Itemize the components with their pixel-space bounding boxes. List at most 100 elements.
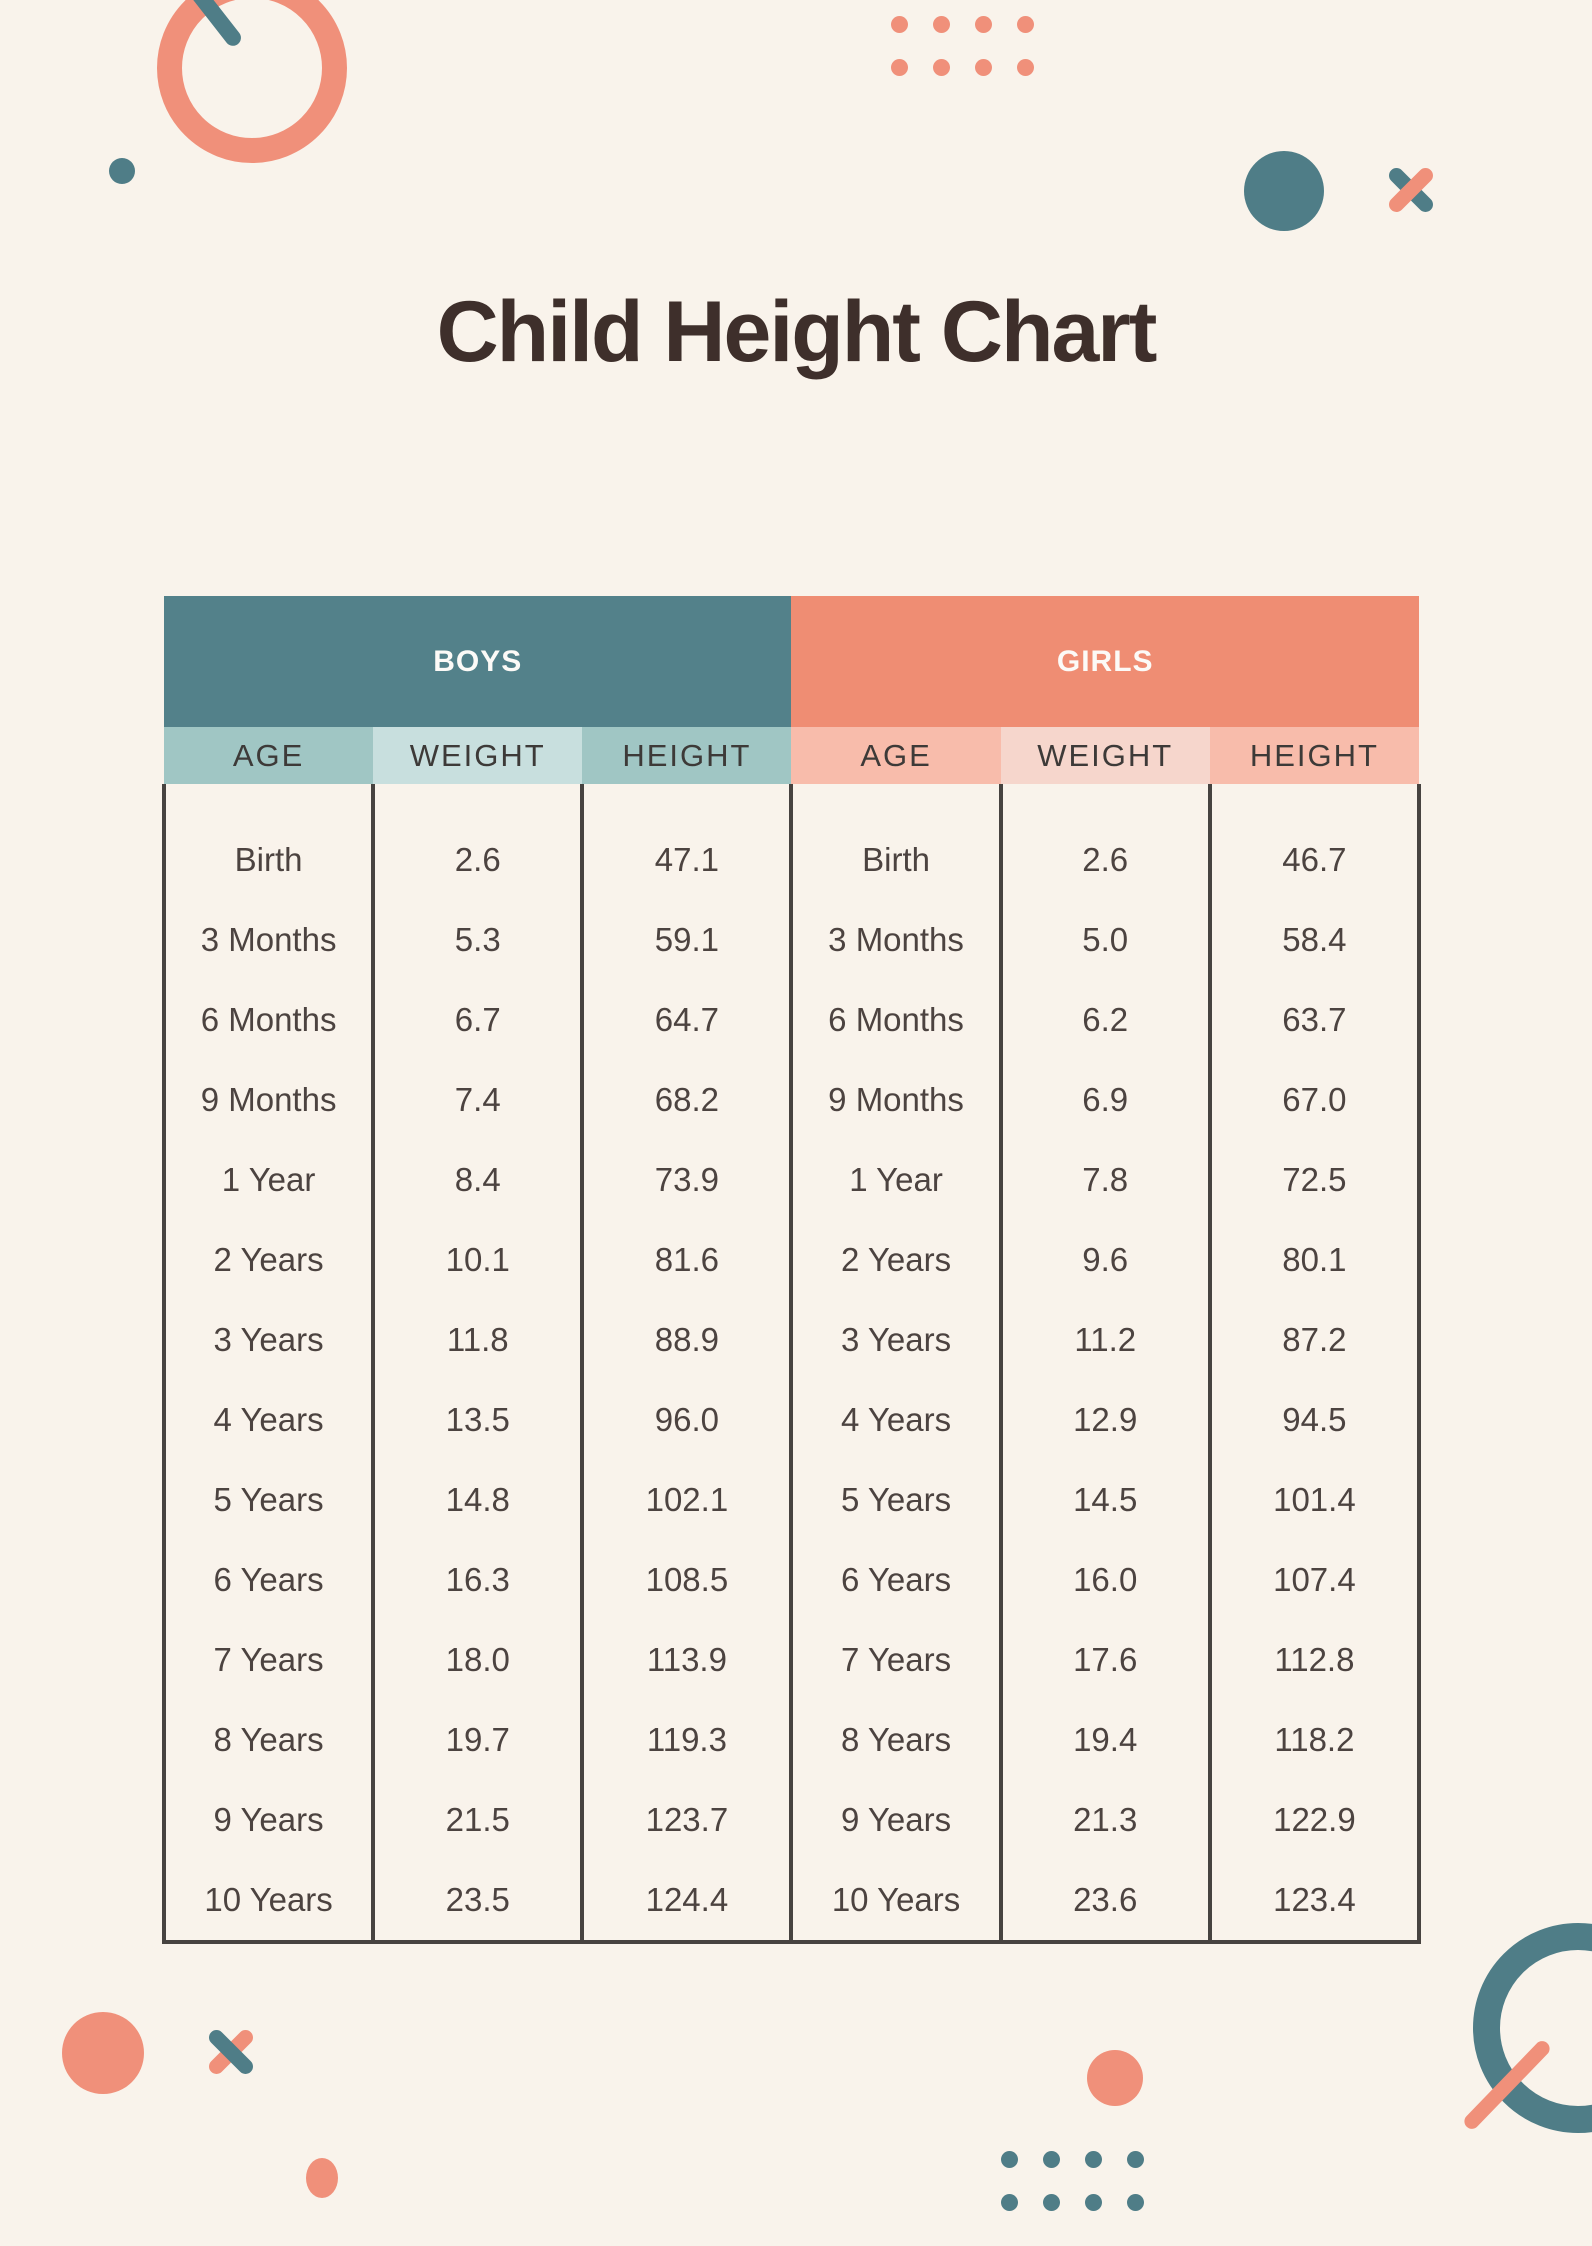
table-row: 3 Years 11.8 88.9 3 Years 11.2 87.2 <box>161 1300 1422 1380</box>
boys-weight-cell: 2.6 <box>371 820 583 900</box>
boys-age-cell: 5 Years <box>161 1460 374 1540</box>
column-header-row: AGE WEIGHT HEIGHT AGE WEIGHT HEIGHT <box>164 727 1419 784</box>
girls-weight-cell: 7.8 <box>998 1140 1210 1220</box>
teal-ring-icon <box>1473 1923 1592 2133</box>
girls-weight-cell: 17.6 <box>998 1620 1210 1700</box>
boys-height-cell: 113.9 <box>580 1620 792 1700</box>
boys-weight-cell: 7.4 <box>371 1060 583 1140</box>
boys-weight-cell: 6.7 <box>371 980 583 1060</box>
boys-weight-cell: 8.4 <box>371 1140 583 1220</box>
girls-height-cell: 67.0 <box>1207 1060 1422 1140</box>
girls-age-cell: 8 Years <box>789 1700 1001 1780</box>
boys-weight-cell: 11.8 <box>371 1300 583 1380</box>
girls-weight-cell: 12.9 <box>998 1380 1210 1460</box>
girls-height-cell: 123.4 <box>1207 1860 1422 1944</box>
boys-age-cell: 6 Months <box>161 980 374 1060</box>
boys-age-cell: 7 Years <box>161 1620 374 1700</box>
boys-weight-cell: 18.0 <box>371 1620 583 1700</box>
table-row: Birth 2.6 47.1 Birth 2.6 46.7 <box>161 820 1422 900</box>
boys-age-cell: 6 Years <box>161 1540 374 1620</box>
table-row: 2 Years 10.1 81.6 2 Years 9.6 80.1 <box>161 1220 1422 1300</box>
boys-height-header: HEIGHT <box>582 727 792 784</box>
table-row: 1 Year 8.4 73.9 1 Year 7.8 72.5 <box>161 1140 1422 1220</box>
boys-age-header: AGE <box>164 727 374 784</box>
spacer-row <box>161 784 1422 820</box>
table-row: 10 Years 23.5 124.4 10 Years 23.6 123.4 <box>161 1860 1422 1944</box>
coral-circle-icon <box>62 2012 144 2094</box>
boys-weight-cell: 16.3 <box>371 1540 583 1620</box>
boys-height-cell: 108.5 <box>580 1540 792 1620</box>
boys-weight-cell: 21.5 <box>371 1780 583 1860</box>
boys-height-cell: 123.7 <box>580 1780 792 1860</box>
page-title: Child Height Chart <box>436 284 1158 380</box>
boys-weight-cell: 5.3 <box>371 900 583 980</box>
girls-height-cell: 63.7 <box>1207 980 1422 1060</box>
girls-age-cell: 10 Years <box>789 1860 1001 1944</box>
boys-weight-cell: 19.7 <box>371 1700 583 1780</box>
boys-age-cell: 3 Years <box>161 1300 374 1380</box>
girls-age-cell: 2 Years <box>789 1220 1001 1300</box>
girls-height-cell: 94.5 <box>1207 1380 1422 1460</box>
girls-age-cell: 6 Months <box>789 980 1001 1060</box>
group-header-row: BOYS GIRLS <box>164 596 1419 727</box>
boys-height-cell: 88.9 <box>580 1300 792 1380</box>
teal-dot-icon <box>109 158 135 184</box>
boys-age-cell: 8 Years <box>161 1700 374 1780</box>
girls-height-cell: 87.2 <box>1207 1300 1422 1380</box>
boys-height-cell: 73.9 <box>580 1140 792 1220</box>
girls-age-cell: 5 Years <box>789 1460 1001 1540</box>
table-row: 8 Years 19.7 119.3 8 Years 19.4 118.2 <box>161 1700 1422 1780</box>
table-body: Birth 2.6 47.1 Birth 2.6 46.7 3 Months 5.3 59.1 3… <box>161 784 1422 1944</box>
girls-weight-cell: 9.6 <box>998 1220 1210 1300</box>
boys-weight-cell: 14.8 <box>371 1460 583 1540</box>
girls-weight-cell: 6.9 <box>998 1060 1210 1140</box>
coral-line-icon <box>1461 2038 1553 2132</box>
table-row: 7 Years 18.0 113.9 7 Years 17.6 112.8 <box>161 1620 1422 1700</box>
boys-height-cell: 96.0 <box>580 1380 792 1460</box>
boys-weight-cell: 10.1 <box>371 1220 583 1300</box>
table-row: 3 Months 5.3 59.1 3 Months 5.0 58.4 <box>161 900 1422 980</box>
girls-age-cell: Birth <box>789 820 1001 900</box>
girls-weight-cell: 2.6 <box>998 820 1210 900</box>
teal-circle-icon <box>1244 151 1324 231</box>
girls-weight-cell: 19.4 <box>998 1700 1210 1780</box>
table-row: 9 Months 7.4 68.2 9 Months 6.9 67.0 <box>161 1060 1422 1140</box>
boys-age-cell: 1 Year <box>161 1140 374 1220</box>
girls-age-cell: 4 Years <box>789 1380 1001 1460</box>
girls-weight-header: WEIGHT <box>1000 727 1210 784</box>
teal-dots-grid-icon <box>1001 2151 1144 2211</box>
boys-age-cell: 9 Months <box>161 1060 374 1140</box>
boys-height-cell: 102.1 <box>580 1460 792 1540</box>
teal-rod-icon <box>179 0 245 50</box>
boys-age-cell: 3 Months <box>161 900 374 980</box>
girls-weight-cell: 14.5 <box>998 1460 1210 1540</box>
boys-age-cell: 9 Years <box>161 1780 374 1860</box>
table-row: 6 Years 16.3 108.5 6 Years 16.0 107.4 <box>161 1540 1422 1620</box>
girls-age-header: AGE <box>791 727 1001 784</box>
coral-ring-icon <box>157 0 347 163</box>
table-row: 6 Months 6.7 64.7 6 Months 6.2 63.7 <box>161 980 1422 1060</box>
boys-height-cell: 81.6 <box>580 1220 792 1300</box>
girls-weight-cell: 11.2 <box>998 1300 1210 1380</box>
girls-height-cell: 80.1 <box>1207 1220 1422 1300</box>
boys-age-cell: 10 Years <box>161 1860 374 1944</box>
coral-circle-icon <box>1087 2050 1143 2106</box>
girls-group-header: GIRLS <box>791 596 1419 727</box>
boys-height-cell: 59.1 <box>580 900 792 980</box>
girls-age-cell: 3 Months <box>789 900 1001 980</box>
girls-weight-cell: 6.2 <box>998 980 1210 1060</box>
boys-weight-cell: 13.5 <box>371 1380 583 1460</box>
girls-height-cell: 46.7 <box>1207 820 1422 900</box>
boys-height-cell: 47.1 <box>580 820 792 900</box>
girls-height-cell: 101.4 <box>1207 1460 1422 1540</box>
girls-age-cell: 9 Months <box>789 1060 1001 1140</box>
boys-height-cell: 124.4 <box>580 1860 792 1944</box>
girls-height-cell: 122.9 <box>1207 1780 1422 1860</box>
girls-age-cell: 1 Year <box>789 1140 1001 1220</box>
girls-weight-cell: 16.0 <box>998 1540 1210 1620</box>
boys-height-cell: 119.3 <box>580 1700 792 1780</box>
boys-weight-header: WEIGHT <box>373 727 583 784</box>
child-height-table: BOYS GIRLS AGE WEIGHT HEIGHT AGE WEIGHT … <box>161 596 1422 1944</box>
coral-dots-grid-icon <box>891 16 1034 76</box>
girls-height-cell: 118.2 <box>1207 1700 1422 1780</box>
